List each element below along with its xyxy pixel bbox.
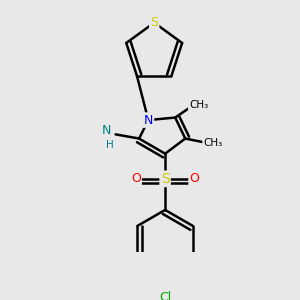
Text: S: S: [150, 16, 158, 29]
Text: N: N: [102, 124, 111, 137]
Text: O: O: [190, 172, 200, 185]
Text: H: H: [106, 140, 114, 150]
Text: CH₃: CH₃: [203, 138, 223, 148]
Text: CH₃: CH₃: [189, 100, 208, 110]
Text: N: N: [144, 114, 153, 127]
Text: O: O: [131, 172, 141, 185]
Text: S: S: [161, 172, 170, 186]
Text: Cl: Cl: [159, 291, 171, 300]
